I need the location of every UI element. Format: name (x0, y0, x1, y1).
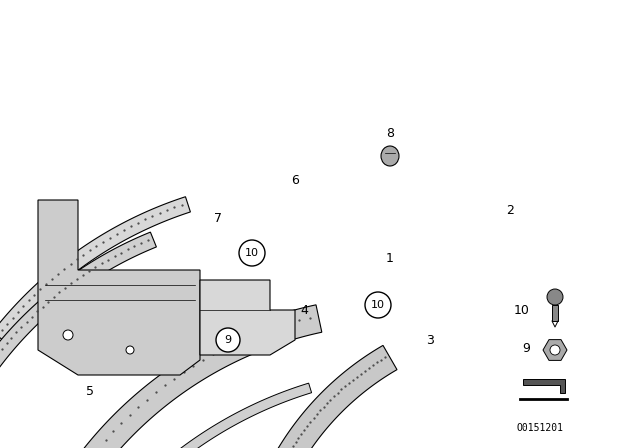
Text: 10: 10 (371, 300, 385, 310)
Circle shape (216, 328, 240, 352)
Circle shape (63, 330, 73, 340)
Polygon shape (200, 280, 295, 355)
Text: 10: 10 (245, 248, 259, 258)
Text: 2: 2 (506, 203, 514, 216)
Circle shape (365, 292, 391, 318)
Circle shape (547, 289, 563, 305)
Polygon shape (543, 340, 567, 360)
Polygon shape (0, 197, 191, 342)
Ellipse shape (381, 146, 399, 166)
Text: 9: 9 (225, 335, 232, 345)
Circle shape (239, 240, 265, 266)
Text: 3: 3 (426, 333, 434, 346)
Polygon shape (44, 305, 322, 448)
Text: 10: 10 (514, 303, 530, 316)
Text: 9: 9 (522, 341, 530, 354)
Polygon shape (523, 379, 565, 393)
Text: 7: 7 (214, 211, 222, 224)
Polygon shape (0, 232, 156, 378)
Polygon shape (275, 345, 397, 448)
Text: 5: 5 (86, 385, 94, 398)
Polygon shape (70, 383, 312, 448)
Text: 4: 4 (300, 303, 308, 316)
Text: 8: 8 (386, 127, 394, 140)
Circle shape (550, 345, 560, 355)
Text: 1: 1 (386, 251, 394, 264)
Text: 6: 6 (291, 173, 299, 186)
Text: O0151201: O0151201 (516, 423, 563, 433)
Polygon shape (38, 200, 200, 375)
Bar (552, 305, 558, 321)
Circle shape (126, 346, 134, 354)
